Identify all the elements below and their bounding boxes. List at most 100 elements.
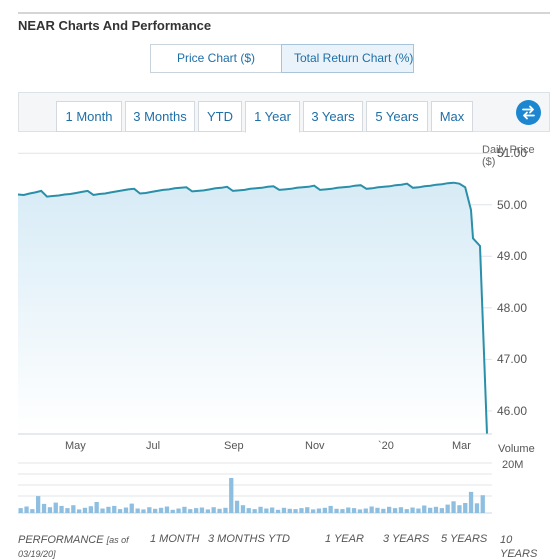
performance-row: PERFORMANCE [as of 03/19/20] 1 MONTH 3 M… [0, 530, 550, 560]
volume-bar [416, 508, 421, 513]
performance-col-ytd: YTD [268, 533, 290, 545]
x-tick-label: Nov [305, 440, 325, 452]
volume-bar [164, 506, 170, 513]
volume-bar [240, 505, 246, 513]
volume-bar [398, 507, 404, 513]
volume-bar [387, 506, 392, 513]
volume-bar [480, 495, 485, 513]
performance-col-5-years: 5 YEARS [441, 533, 488, 545]
volume-bar [234, 500, 240, 513]
performance-label: PERFORMANCE [as of 03/19/20] [18, 533, 138, 560]
y-tick-label: 47.00 [497, 352, 528, 367]
volume-bar [299, 508, 304, 513]
volume-bar [147, 507, 152, 513]
volume-bar [170, 509, 175, 513]
volume-bar [305, 507, 310, 513]
volume-bar [47, 507, 53, 513]
y-tick-label: 50.00 [497, 197, 528, 212]
top-divider [18, 12, 550, 14]
volume-bar [252, 509, 257, 513]
volume-bar [422, 505, 427, 513]
volume-bar [141, 509, 146, 513]
volume-bar [264, 508, 269, 513]
volume-bar [351, 508, 357, 513]
volume-bar [404, 509, 409, 513]
volume-bar [194, 508, 199, 513]
volume-bar [53, 502, 58, 513]
volume-bar [392, 508, 398, 513]
volume-bar [211, 507, 216, 513]
volume-bar [433, 506, 439, 513]
volume-bar [176, 508, 181, 513]
volume-bar [468, 491, 474, 513]
range-tab-1-year[interactable]: 1 Year [245, 101, 300, 133]
x-tick-label: Sep [224, 440, 244, 452]
x-tick-label: May [65, 440, 86, 452]
volume-bar [117, 509, 123, 513]
volume-bar [153, 508, 158, 513]
range-tab-3-years[interactable]: 3 Years [303, 101, 363, 132]
y-tick-label: 51.00 [497, 146, 528, 161]
volume-bar [346, 507, 351, 513]
volume-chart [18, 462, 492, 514]
volume-bar [112, 505, 117, 513]
range-tab-3-months[interactable]: 3 Months [125, 101, 195, 132]
volume-bar [123, 507, 129, 513]
volume-bar [258, 506, 263, 513]
volume-bar [363, 508, 368, 513]
swap-arrows-icon[interactable] [516, 100, 541, 125]
range-selector: 1 Month 3 Months YTD 1 Year 3 Years 5 Ye… [18, 92, 550, 133]
volume-bar [275, 509, 281, 513]
volume-bar [94, 502, 99, 513]
x-tick-label: Mar [452, 440, 471, 452]
volume-bar [375, 507, 380, 513]
volume-bar [106, 506, 111, 513]
volume-bar [457, 505, 462, 513]
performance-title: PERFORMANCE [18, 534, 104, 546]
volume-bar [293, 509, 298, 513]
volume-bar [439, 508, 444, 513]
volume-bar [281, 507, 287, 513]
volume-bar [369, 506, 374, 513]
volume-bar [311, 509, 316, 513]
volume-bar [65, 508, 70, 513]
volume-bar [340, 509, 345, 513]
range-tab-5-years[interactable]: 5 Years [366, 101, 428, 132]
volume-bar [30, 509, 35, 513]
volume-bar [129, 503, 134, 513]
range-tab-ytd[interactable]: YTD [198, 101, 242, 132]
price-chart-button[interactable]: Price Chart ($) [150, 44, 282, 73]
volume-bar [41, 503, 47, 513]
performance-col-10-years: 10 YEARS [500, 534, 538, 560]
price-area [18, 182, 487, 434]
volume-bar [158, 507, 164, 513]
volume-bar [451, 501, 456, 513]
performance-col-3-years: 3 YEARS [383, 533, 430, 545]
volume-bar [188, 509, 193, 513]
performance-col-3-months: 3 MONTHS [208, 533, 265, 545]
total-return-chart-button[interactable]: Total Return Chart (%) [281, 44, 414, 73]
volume-bar [229, 478, 234, 513]
volume-bar [77, 509, 82, 513]
volume-bar [217, 508, 222, 513]
volume-bar [410, 507, 415, 513]
volume-bar [182, 506, 187, 513]
volume-bar [463, 503, 468, 513]
volume-bar [287, 508, 292, 513]
volume-bar [445, 504, 450, 513]
range-tab-max[interactable]: Max [431, 101, 473, 132]
volume-bar [199, 507, 205, 513]
volume-tick: 20M [502, 459, 524, 471]
volume-bar [246, 508, 251, 513]
price-chart [17, 152, 492, 435]
range-tab-1-month[interactable]: 1 Month [56, 101, 122, 132]
performance-col-1-year: 1 YEAR [325, 533, 364, 545]
volume-bar [381, 508, 386, 513]
performance-as-of: [as of 03/19/20] [18, 535, 129, 559]
volume-bar [223, 507, 228, 513]
volume-bar [100, 508, 105, 513]
volume-bar [322, 507, 327, 513]
performance-col-1-month: 1 MONTH [150, 533, 200, 545]
x-tick-label: `20 [378, 440, 394, 452]
volume-bar [316, 508, 322, 513]
